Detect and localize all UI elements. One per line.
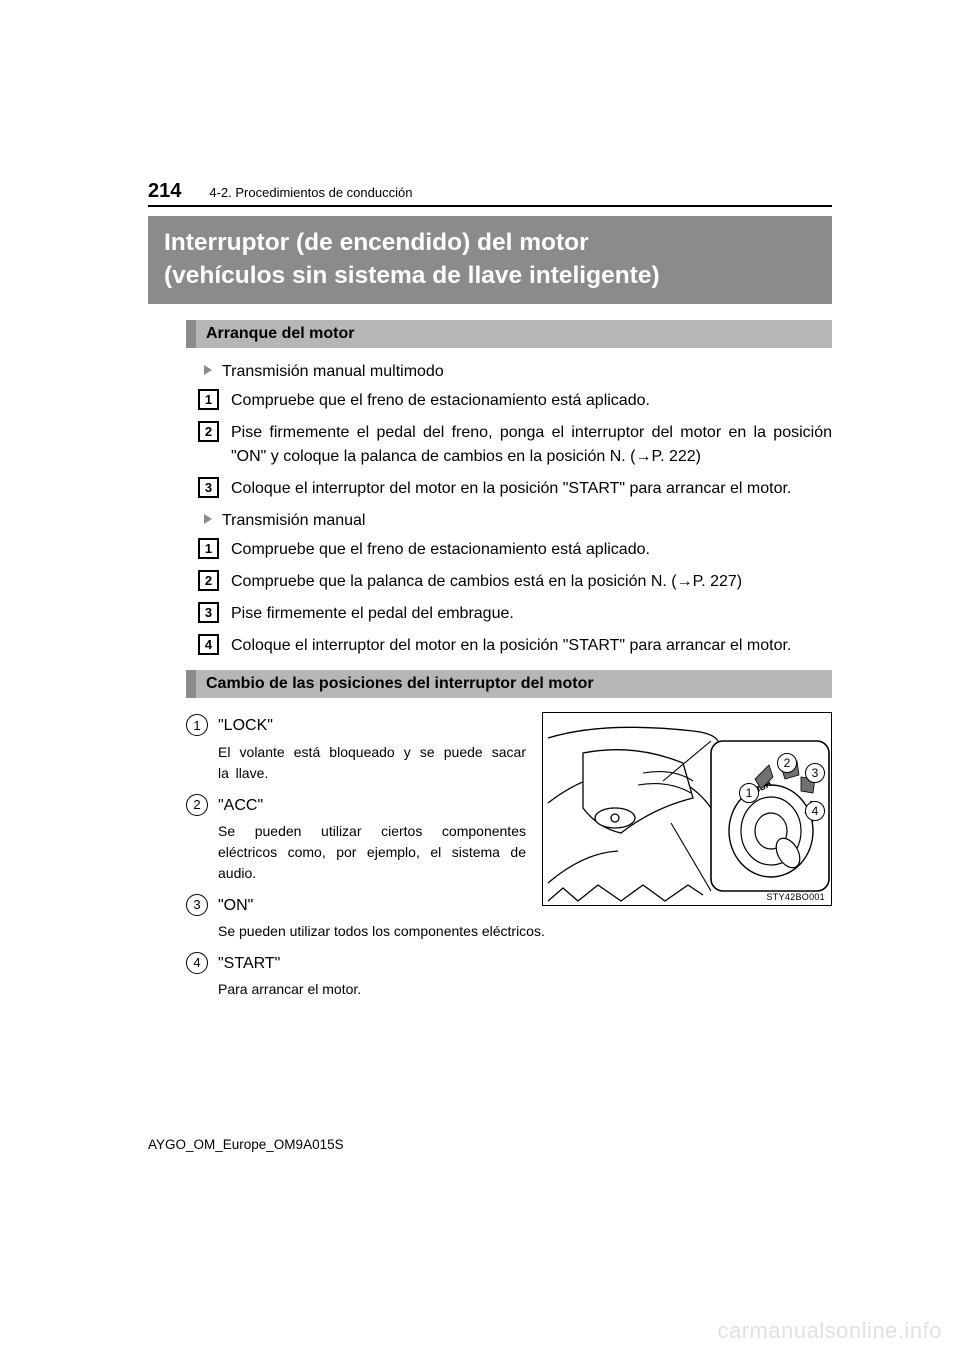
step-number-badge: 4: [198, 634, 219, 655]
bullet-manual: Transmisión manual: [204, 509, 832, 532]
position-label: "ON": [218, 894, 253, 917]
position-description: Se pueden utilizar ciertos componentes e…: [218, 821, 526, 884]
step-item: 2 Compruebe que la palanca de cambios es…: [198, 570, 832, 594]
step-text: Pise firmemente el pedal del embrague.: [231, 602, 514, 626]
bullet-multimodo: Transmisión manual multimodo: [204, 360, 832, 383]
position-number-badge: 1: [186, 714, 208, 736]
position-label: "ACC": [218, 794, 263, 817]
triangle-bullet-icon: [204, 365, 212, 375]
position-label: "LOCK": [218, 714, 273, 737]
page-number: 214: [148, 180, 181, 203]
step-item: 1 Compruebe que el freno de estacionamie…: [198, 538, 832, 562]
step-text: Compruebe que el freno de estacionamient…: [231, 389, 650, 413]
position-number-badge: 3: [186, 894, 208, 916]
footer-doc-id: AYGO_OM_Europe_OM9A015S: [148, 1137, 344, 1152]
position-item: 3 "ON": [186, 894, 526, 917]
step-text: Compruebe que el freno de estacionamient…: [231, 538, 650, 562]
position-item: 1 "LOCK": [186, 714, 526, 737]
step-text: Coloque el interruptor del motor en la p…: [231, 634, 791, 658]
positions-left-column: 1 "LOCK" El volante está bloqueado y se …: [186, 710, 526, 919]
triangle-bullet-icon: [204, 514, 212, 524]
step-number-badge: 2: [198, 570, 219, 591]
section-label: 4-2. Procedimientos de conducción: [209, 185, 412, 200]
positions-block: 1 "LOCK" El volante está bloqueado y se …: [186, 710, 832, 919]
watermark: carmanualsonline.info: [717, 1318, 942, 1344]
step-text: Coloque el interruptor del motor en la p…: [231, 477, 791, 501]
position-item: 2 "ACC": [186, 794, 526, 817]
step-item: 1 Compruebe que el freno de estacionamie…: [198, 389, 832, 413]
step-text: Pise firmemente el pedal del freno, pong…: [231, 421, 832, 469]
page-header: 214 4-2. Procedimientos de conducción: [148, 180, 832, 203]
figure-caption: STY42BO001: [766, 892, 825, 902]
ignition-switch-illustration: PUSH: [543, 713, 833, 907]
page-title-block: Interruptor (de encendido) del motor (ve…: [148, 216, 832, 304]
positions-right-column: PUSH STY42BO001 1 2 3 4: [542, 710, 832, 906]
step-number-badge: 1: [198, 538, 219, 559]
step-item: 3 Pise firmemente el pedal del embrague.: [198, 602, 832, 626]
manual-page: 214 4-2. Procedimientos de conducción In…: [0, 0, 960, 1358]
step-number-badge: 1: [198, 389, 219, 410]
bullet-text: Transmisión manual multimodo: [222, 360, 444, 383]
step-item: 2 Pise firmemente el pedal del freno, po…: [198, 421, 832, 469]
step-number-badge: 2: [198, 421, 219, 442]
subheading-cambio-posiciones: Cambio de las posiciones del interruptor…: [186, 670, 832, 698]
position-label: "START": [218, 952, 280, 975]
step-number-badge: 3: [198, 477, 219, 498]
content-area: Arranque del motor Transmisión manual mu…: [186, 316, 832, 1010]
step-item: 3 Coloque el interruptor del motor en la…: [198, 477, 832, 501]
position-description: Para arrancar el motor.: [218, 979, 832, 1000]
position-description: Se pueden utilizar todos los componentes…: [218, 921, 832, 942]
ignition-switch-figure: PUSH STY42BO001 1 2 3 4: [542, 712, 832, 906]
header-rule: [148, 205, 832, 207]
page-title-line1: Interruptor (de encendido) del motor: [164, 226, 816, 259]
position-description: El volante está bloqueado y se puede sac…: [218, 742, 526, 784]
page-title-line2: (vehículos sin sistema de llave intelige…: [164, 259, 816, 292]
position-number-badge: 2: [186, 794, 208, 816]
bullet-text: Transmisión manual: [222, 509, 365, 532]
position-number-badge: 4: [186, 952, 208, 974]
subheading-arranque: Arranque del motor: [186, 320, 832, 348]
step-text: Compruebe que la palanca de cambios está…: [231, 570, 742, 594]
step-item: 4 Coloque el interruptor del motor en la…: [198, 634, 832, 658]
position-item: 4 "START": [186, 952, 832, 975]
step-number-badge: 3: [198, 602, 219, 623]
